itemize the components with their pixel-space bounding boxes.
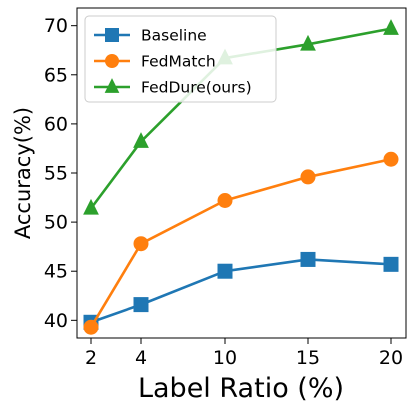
legend-marker (105, 54, 119, 68)
y-tick-label: 65 (44, 64, 68, 86)
x-axis-ticks: 2 4 10 15 20 (85, 338, 403, 369)
y-tick-label: 60 (44, 113, 68, 135)
x-tick-label: 20 (379, 347, 403, 369)
data-point-fedmatch (383, 151, 399, 167)
data-point-fedmatch (300, 169, 316, 185)
legend: Baseline FedMatch FedDure(ours) (84, 15, 277, 103)
y-tick-label: 50 (44, 212, 68, 234)
y-axis-label: Accuracy(%) (11, 107, 35, 239)
data-point-feddure-ours (383, 19, 399, 35)
x-tick-label: 2 (85, 347, 97, 369)
y-axis-ticks: 40 45 50 55 60 65 70 (44, 15, 77, 332)
y-tick-label: 55 (44, 163, 68, 185)
y-tick-label: 40 (44, 310, 68, 332)
x-tick-label: 4 (135, 347, 147, 369)
data-point-feddure-ours (300, 34, 316, 51)
legend-marker (105, 28, 119, 42)
legend-marker (104, 78, 120, 93)
data-point-baseline (300, 251, 316, 267)
plot-frame (76, 7, 407, 339)
data-point-baseline (383, 256, 399, 272)
series-layer (83, 19, 399, 335)
legend-label: FedMatch (141, 53, 216, 71)
data-point-feddure-ours (133, 132, 149, 148)
data-point-baseline (133, 297, 149, 313)
data-point-fedmatch (217, 193, 233, 208)
x-tick-label: 15 (296, 347, 320, 369)
x-axis-label: Label Ratio (%) (138, 373, 344, 404)
legend-label: Baseline (141, 27, 207, 45)
legend-box (84, 15, 277, 103)
legend-label: FedDure(ours) (141, 79, 252, 97)
y-tick-label: 45 (44, 261, 68, 283)
y-tick-label: 70 (44, 15, 68, 37)
data-point-baseline (217, 263, 233, 279)
data-point-feddure-ours (83, 198, 99, 215)
data-point-fedmatch (83, 319, 99, 335)
data-point-fedmatch (133, 236, 149, 252)
x-tick-label: 10 (213, 347, 237, 369)
